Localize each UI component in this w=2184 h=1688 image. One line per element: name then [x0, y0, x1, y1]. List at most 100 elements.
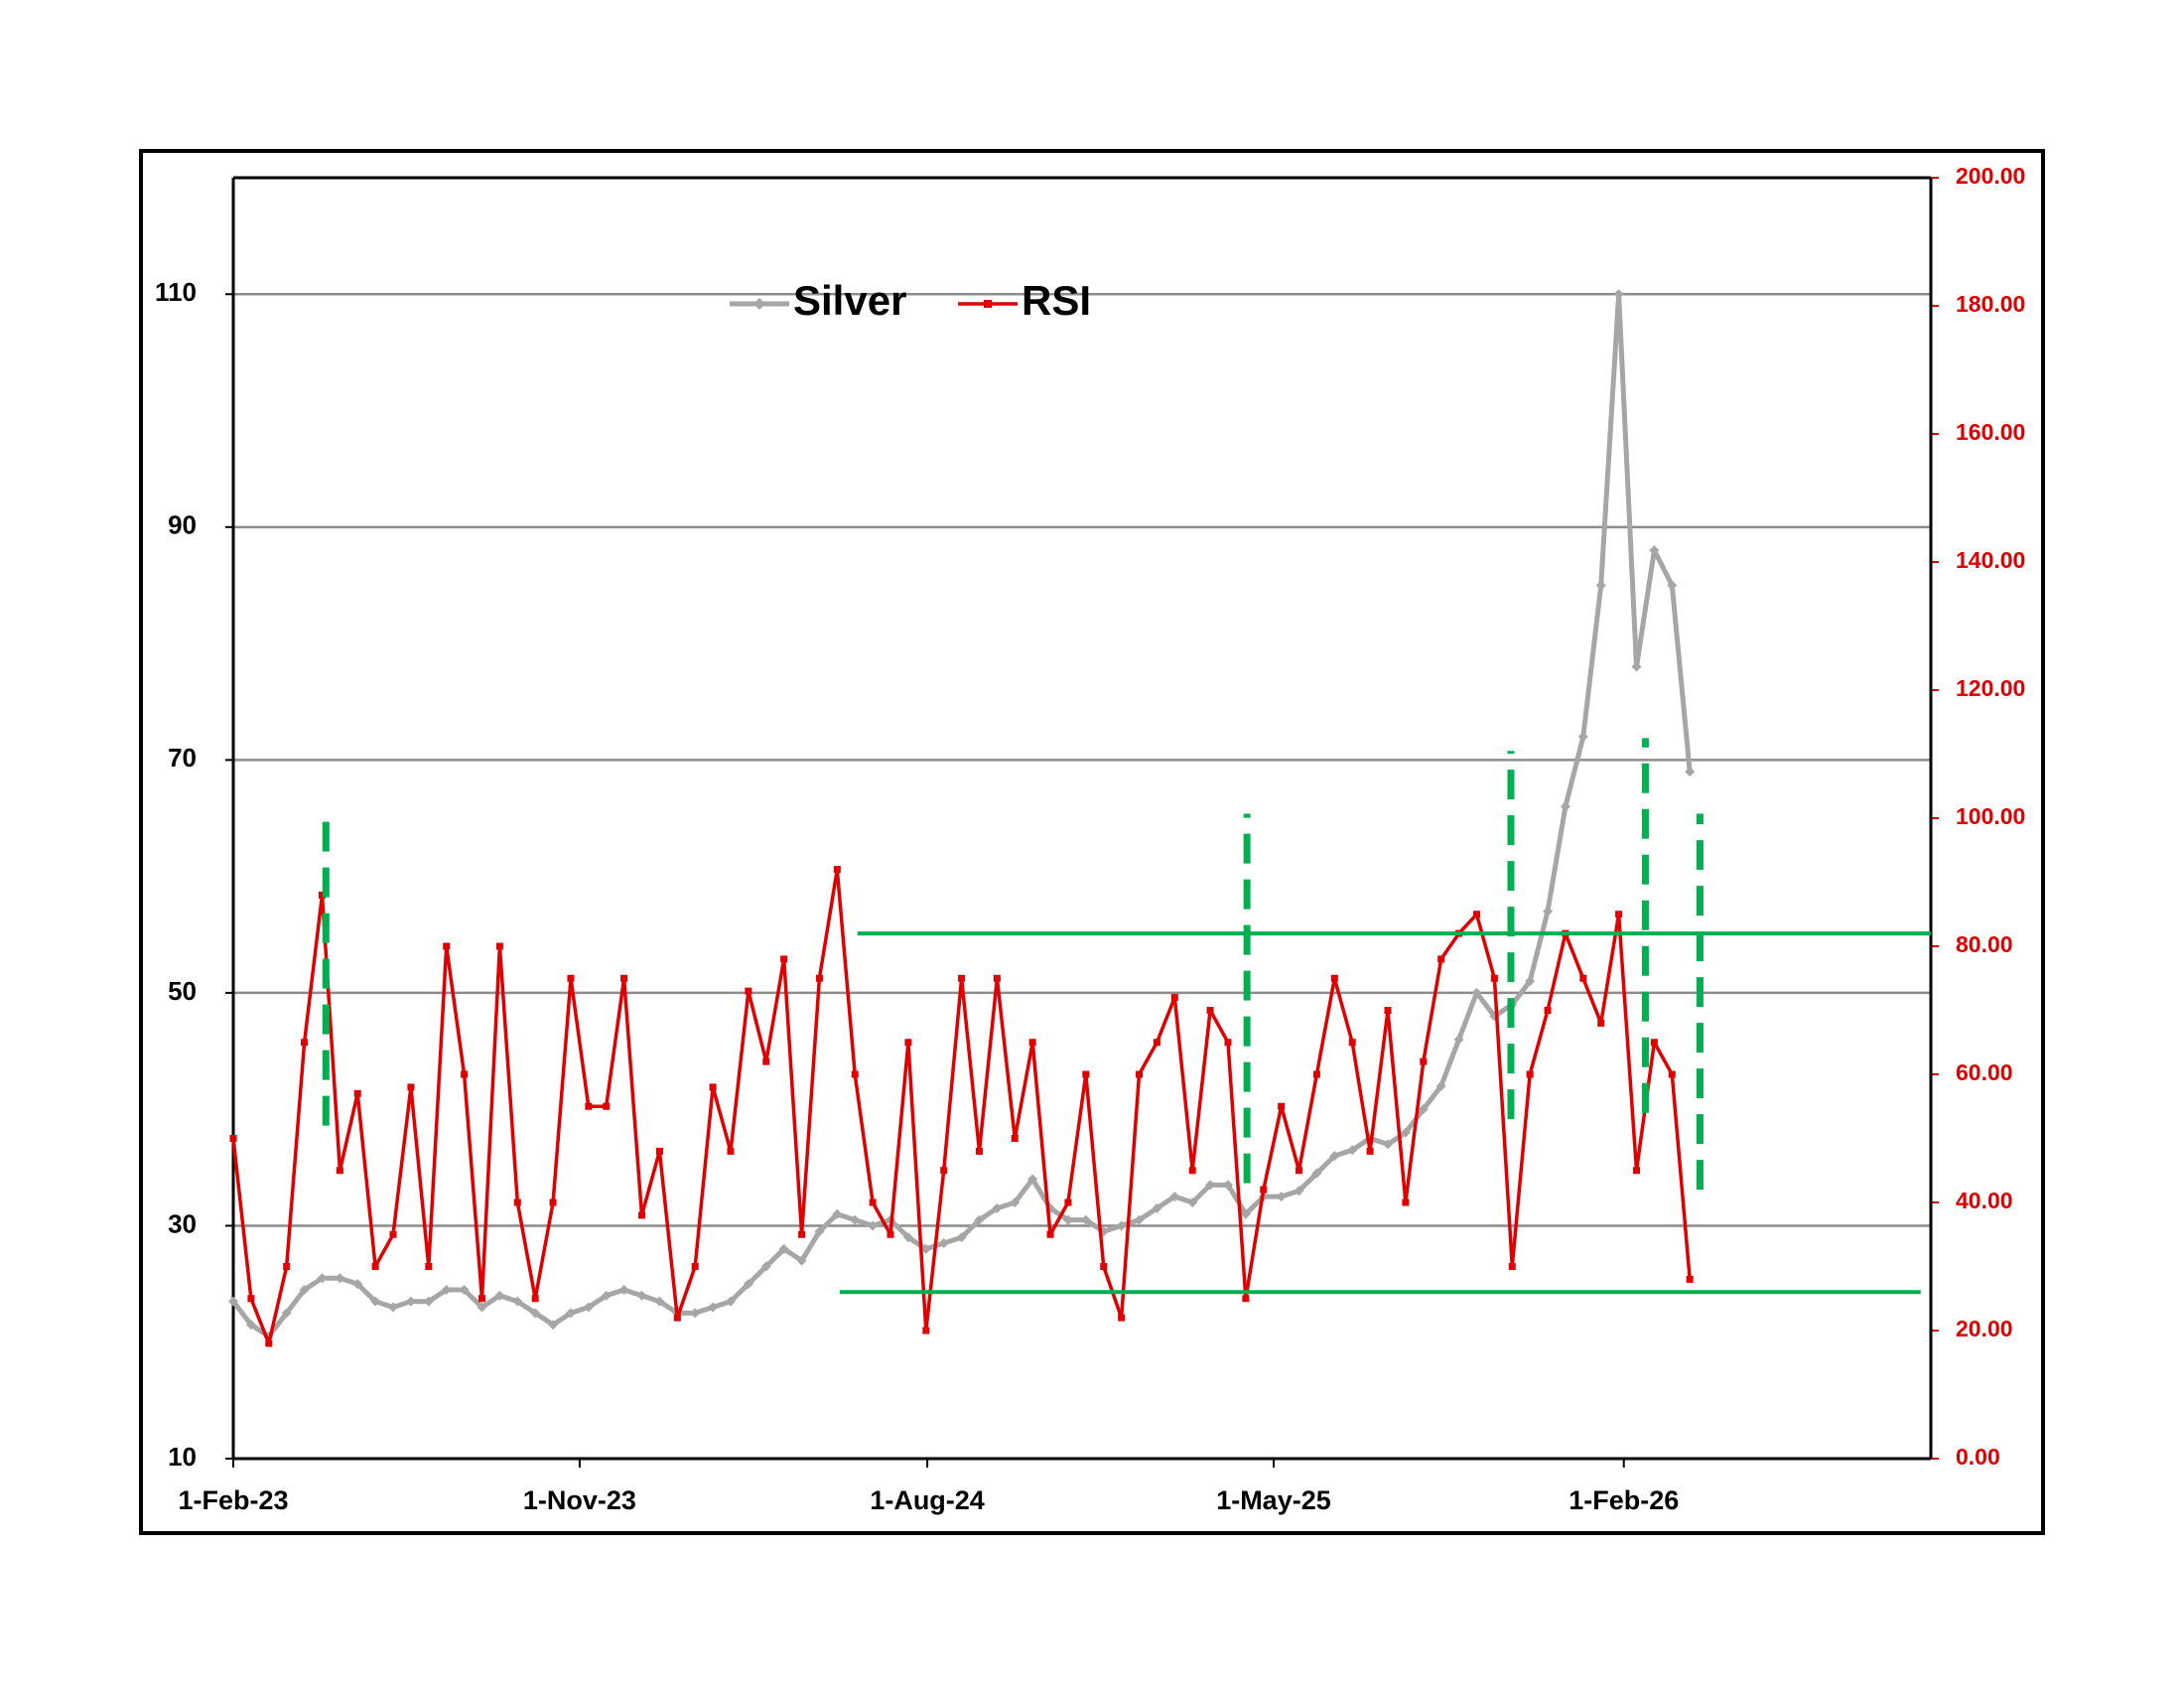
data-point — [513, 1198, 521, 1206]
data-point — [353, 1089, 361, 1097]
data-point — [636, 1290, 647, 1301]
data-point — [229, 1135, 237, 1142]
data-point — [265, 1339, 273, 1347]
data-point — [1543, 906, 1554, 916]
legend: Silver RSI — [730, 277, 1091, 324]
data-point — [993, 974, 1001, 982]
data-point — [938, 1238, 949, 1249]
y-tick-label: 70 — [168, 743, 197, 773]
data-point — [798, 1230, 806, 1238]
data-point — [1118, 1314, 1126, 1322]
data-point — [1577, 731, 1588, 742]
data-point — [780, 955, 788, 963]
data-point — [1544, 1007, 1552, 1014]
data-point — [833, 866, 841, 874]
data-point — [299, 1284, 310, 1295]
legend-label: Silver — [793, 277, 906, 324]
y2-tick-label: 100.00 — [1956, 803, 2025, 829]
data-point — [443, 942, 451, 950]
data-point — [1595, 580, 1606, 591]
y-tick-label: 30 — [168, 1208, 197, 1238]
data-point — [389, 1230, 397, 1238]
data-point — [1383, 1139, 1394, 1150]
x-tick-label: 1-May-25 — [1216, 1485, 1331, 1515]
data-point — [1188, 1167, 1196, 1175]
data-point — [1100, 1263, 1108, 1270]
data-point — [1296, 1167, 1303, 1175]
data-point — [388, 1302, 399, 1313]
data-point — [1400, 1127, 1411, 1138]
data-point — [1685, 767, 1696, 777]
data-point — [477, 1302, 487, 1313]
data-point — [1686, 1275, 1694, 1283]
data-point — [603, 1102, 611, 1110]
y2-tick-label: 0.00 — [1956, 1444, 2000, 1470]
y-tick-label: 50 — [168, 976, 197, 1006]
data-point — [815, 974, 823, 982]
data-point — [1597, 1019, 1605, 1027]
data-point — [567, 974, 575, 982]
data-point — [940, 1167, 948, 1175]
data-point — [654, 1296, 665, 1307]
data-point — [1525, 976, 1536, 987]
data-point — [425, 1263, 433, 1270]
series-line — [231, 867, 1692, 1345]
y2-tick-label: 180.00 — [1956, 291, 2025, 317]
data-point — [760, 1261, 771, 1272]
data-point — [1080, 1214, 1091, 1225]
data-point — [1420, 1057, 1428, 1065]
data-point — [1347, 1145, 1358, 1156]
data-point — [850, 1214, 861, 1225]
data-point — [1116, 1220, 1127, 1231]
data-point — [1631, 661, 1642, 672]
data-point — [281, 1308, 292, 1319]
x-tick-label: 1-Feb-23 — [178, 1485, 288, 1515]
data-point — [620, 974, 628, 982]
data-point — [247, 1295, 255, 1303]
data-point — [922, 1327, 930, 1335]
data-point — [317, 1273, 328, 1284]
data-point — [1418, 1104, 1429, 1115]
data-point — [459, 1284, 470, 1295]
data-point — [1490, 974, 1498, 982]
series-0 — [228, 289, 1696, 1341]
data-point — [478, 1295, 485, 1303]
data-point — [655, 1147, 663, 1155]
data-point — [1437, 955, 1445, 963]
data-point — [583, 1302, 594, 1313]
data-point — [1152, 1202, 1162, 1213]
data-point — [495, 942, 503, 950]
data-point — [868, 1220, 879, 1231]
data-point — [673, 1314, 681, 1322]
data-point — [530, 1308, 541, 1319]
data-point — [958, 974, 966, 982]
data-point — [512, 1296, 523, 1307]
data-point — [974, 1214, 985, 1225]
data-point — [1134, 1214, 1145, 1225]
data-point — [1153, 1039, 1160, 1047]
data-point — [1294, 1186, 1304, 1196]
data-point — [318, 891, 326, 899]
data-point — [814, 1226, 825, 1237]
data-point — [1348, 1039, 1356, 1047]
data-point — [887, 1230, 894, 1238]
data-point — [1366, 1147, 1374, 1155]
data-point — [725, 1296, 736, 1307]
data-point — [1082, 1070, 1090, 1078]
data-point — [920, 1243, 931, 1254]
data-point — [531, 1295, 539, 1303]
data-point — [1615, 911, 1623, 918]
x-tick-label: 1-Aug-24 — [870, 1485, 985, 1515]
data-point — [956, 1232, 967, 1243]
data-point — [691, 1263, 699, 1270]
chart-frame — [139, 149, 2045, 1535]
data-point — [549, 1198, 557, 1206]
data-point — [778, 1243, 789, 1254]
data-point — [992, 1202, 1003, 1213]
y-tick-label: 110 — [155, 277, 197, 307]
data-point — [690, 1308, 701, 1319]
data-point — [1136, 1070, 1144, 1078]
data-point — [1526, 1070, 1534, 1078]
data-point — [832, 1208, 843, 1219]
